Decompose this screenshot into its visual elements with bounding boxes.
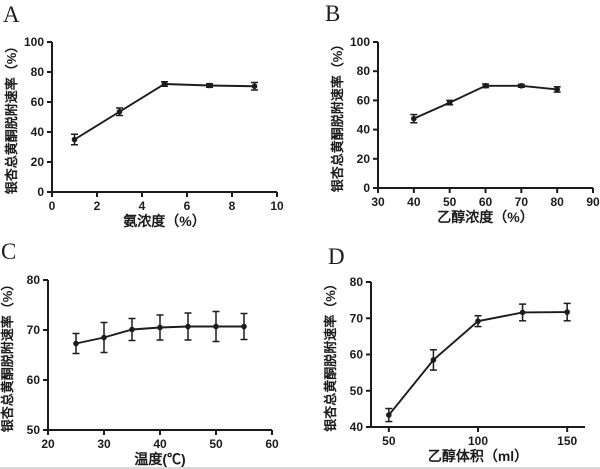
svg-text:10: 10	[270, 199, 284, 213]
svg-text:2: 2	[94, 199, 101, 213]
svg-text:100: 100	[24, 35, 44, 49]
panel-b: B 30 40 50 60 70 80 90 0 20 40 60 80 100 乙醇浓度（%） 银杏总黄酮…	[300, 0, 600, 235]
svg-text:4: 4	[139, 199, 146, 213]
svg-text:8: 8	[229, 199, 236, 213]
svg-text:70: 70	[515, 195, 529, 209]
svg-text:温度(℃): 温度(℃)	[134, 451, 185, 467]
svg-text:60: 60	[27, 373, 41, 387]
panel-b-label: B	[325, 1, 341, 26]
svg-text:40: 40	[31, 125, 45, 139]
svg-text:40: 40	[357, 123, 371, 137]
svg-text:50: 50	[382, 434, 396, 448]
svg-text:6: 6	[184, 199, 191, 213]
svg-text:0: 0	[37, 185, 44, 199]
panel-b-chart: 30 40 50 60 70 80 90 0 20 40 60 80 100 乙醇浓度（%） 银杏总黄酮脱附…	[330, 35, 600, 225]
panel-c: C 20 30 40 50 60 50 60 70 80 温度(℃) 银杏总黄酮脱附速率（%）	[0, 235, 300, 467]
svg-text:银杏总黄酮脱附速率（%）: 银杏总黄酮脱附速率（%）	[4, 40, 19, 195]
svg-text:40: 40	[350, 420, 364, 434]
svg-text:乙醇体积（ml）: 乙醇体积（ml）	[428, 448, 528, 464]
svg-text:60: 60	[265, 437, 279, 451]
svg-text:20: 20	[41, 437, 55, 451]
svg-text:银杏总黄酮脱附速率（%）: 银杏总黄酮脱附速率（%）	[330, 38, 345, 193]
svg-text:0: 0	[49, 199, 56, 213]
svg-text:50: 50	[443, 195, 457, 209]
svg-text:100: 100	[350, 35, 370, 49]
svg-text:60: 60	[31, 95, 45, 109]
svg-text:40: 40	[407, 195, 421, 209]
svg-text:氨浓度（%）: 氨浓度（%）	[123, 213, 205, 229]
svg-text:150: 150	[557, 434, 577, 448]
svg-text:50: 50	[209, 437, 223, 451]
svg-text:100: 100	[468, 434, 488, 448]
svg-text:20: 20	[357, 152, 371, 166]
panel-d-chart: 50 100 150 40 50 60 70 80 乙醇体积（ml） 银杏总黄酮脱附速率（%）	[323, 275, 585, 464]
svg-text:20: 20	[31, 155, 45, 169]
svg-text:70: 70	[350, 311, 364, 325]
panel-c-chart: 20 30 40 50 60 50 60 70 80 温度(℃) 银杏总黄酮脱附速率（%）	[0, 273, 279, 467]
svg-text:0: 0	[363, 181, 370, 195]
svg-text:80: 80	[27, 273, 41, 287]
svg-text:80: 80	[357, 64, 371, 78]
svg-text:50: 50	[27, 423, 41, 437]
svg-text:90: 90	[586, 195, 600, 209]
svg-text:乙醇浓度（%）: 乙醇浓度（%）	[437, 209, 533, 225]
svg-text:银杏总黄酮脱附速率（%）: 银杏总黄酮脱附速率（%）	[323, 277, 338, 432]
panel-d-label: D	[328, 244, 345, 269]
svg-text:30: 30	[371, 195, 385, 209]
panel-d: D 50 100 150 40 50 60 70 80 乙醇体积（ml） 银杏总黄酮脱附速率（%）	[300, 235, 600, 467]
panel-c-label: C	[1, 239, 17, 264]
panel-a-label: A	[3, 2, 20, 27]
svg-text:80: 80	[31, 65, 45, 79]
svg-text:60: 60	[479, 195, 493, 209]
svg-text:80: 80	[550, 195, 564, 209]
svg-text:60: 60	[357, 93, 371, 107]
panel-a: A 0 2 4 6 8 10 0 20 40 60 80 100 氨浓度（%） 银杏总黄酮脱附速率（%）	[0, 0, 300, 235]
svg-text:40: 40	[153, 437, 167, 451]
svg-text:银杏总黄酮脱附速率（%）: 银杏总黄酮脱附速率（%）	[0, 278, 15, 433]
svg-text:60: 60	[350, 348, 364, 362]
svg-text:80: 80	[350, 275, 364, 289]
svg-text:70: 70	[27, 323, 41, 337]
svg-text:50: 50	[350, 384, 364, 398]
svg-text:30: 30	[97, 437, 111, 451]
